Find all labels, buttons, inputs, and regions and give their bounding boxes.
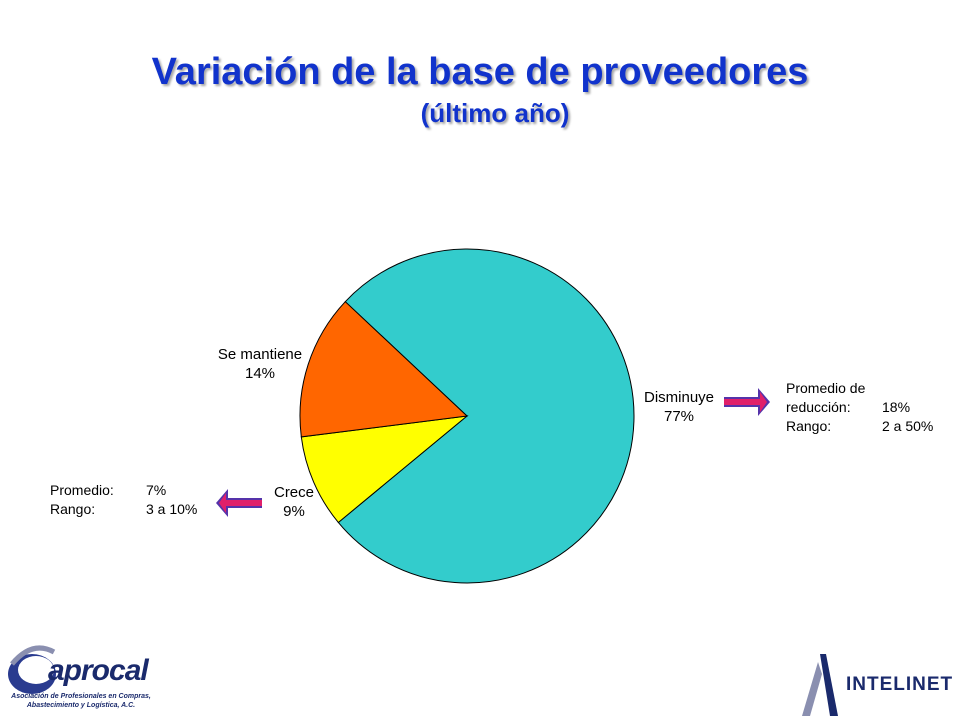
- pie-slice-se-mantiene: [299, 300, 469, 438]
- note-label: Promedio:: [50, 482, 114, 498]
- slice-label: Disminuye: [644, 389, 714, 406]
- page-subtitle: (último año): [420, 98, 570, 128]
- note-label: Rango:: [786, 418, 832, 434]
- note-crece: Promedio: 7% Rango: 3 a 10%: [50, 481, 197, 519]
- intelinet-mark-icon: [802, 654, 838, 716]
- note-value: 3 a 10%: [146, 501, 198, 517]
- slice-value-label: 14%: [245, 365, 275, 382]
- note-value: 7%: [146, 482, 167, 498]
- aprocal-logo: aprocal Asociación de Profesionales en C…: [0, 632, 170, 717]
- intelinet-wordmark: INTELINET: [846, 674, 954, 695]
- slice-value-label: 9%: [283, 503, 305, 520]
- slice-value-label: 77%: [664, 408, 694, 425]
- aprocal-tagline: Asociación de Profesionales en Compras, …: [11, 693, 151, 709]
- arrow-right-icon: [724, 388, 770, 416]
- page-title: Variación de la base de proveedores: [151, 51, 809, 93]
- arrow-left-icon: [216, 489, 262, 517]
- pie-slice-disminuye: [337, 248, 635, 584]
- note-label: Promedio de: [786, 380, 866, 396]
- slice-label: Se mantiene: [218, 346, 302, 363]
- note-value: 18%: [882, 399, 911, 415]
- aprocal-swirl-icon: [8, 645, 56, 694]
- aprocal-wordmark: aprocal: [48, 654, 149, 687]
- slice-label: Crece: [274, 484, 314, 501]
- pie-slice-crece: [300, 415, 469, 524]
- note-label: reducción:: [786, 399, 851, 415]
- intelinet-logo: INTELINET: [800, 650, 960, 720]
- note-value: 2 a 50%: [882, 418, 934, 434]
- note-label: Rango:: [50, 501, 96, 517]
- note-disminuye: Promedio de reducción: 18% Rango: 2 a 50%: [786, 379, 933, 436]
